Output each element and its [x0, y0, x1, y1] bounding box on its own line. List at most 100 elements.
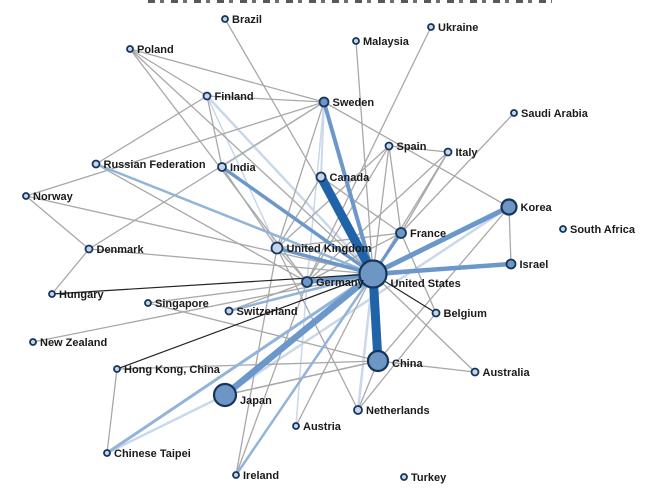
- edge-germany-switzerland: [228, 281, 308, 312]
- node-label-uk: United Kingdom: [287, 243, 372, 255]
- node-label-hungary: Hungary: [59, 289, 105, 301]
- node-australia: [470, 367, 480, 377]
- node-france: [395, 227, 407, 239]
- node-poland: [126, 45, 134, 53]
- edge-spain-italy: [388, 145, 449, 153]
- edge-korea-us: [371, 204, 511, 277]
- node-label-china: China: [392, 358, 423, 370]
- edge-russia-us: [95, 162, 374, 276]
- node-italy: [443, 147, 453, 157]
- node-chinese-taipei: [103, 449, 111, 457]
- edge-ireland-us: [234, 273, 375, 476]
- edge-denmark-us: [88, 248, 374, 275]
- edge-israel-us: [372, 261, 512, 277]
- edge-norway-denmark: [25, 195, 90, 250]
- node-label-switzerland: Switzerland: [237, 306, 298, 318]
- edge-sweden-uk: [276, 101, 325, 249]
- node-label-india: India: [230, 162, 257, 174]
- node-israel: [505, 258, 517, 270]
- edge-india-finland: [206, 95, 223, 168]
- node-label-malaysia: Malaysia: [363, 36, 410, 48]
- node-label-poland: Poland: [137, 44, 174, 56]
- node-russia: [91, 159, 101, 169]
- node-hong-kong: [113, 365, 121, 373]
- node-spain: [384, 141, 394, 151]
- edge-uk-netherlands: [276, 247, 359, 411]
- edge-us-new-zealand: [32, 273, 374, 343]
- node-singapore: [144, 299, 152, 307]
- node-label-new-zealand: New Zealand: [40, 337, 107, 349]
- edge-ireland-germany: [235, 281, 308, 476]
- node-korea: [500, 198, 518, 216]
- node-label-germany: Germany: [316, 277, 365, 289]
- node-saudi-arabia: [510, 109, 518, 117]
- edge-korea-sweden: [323, 101, 510, 208]
- edge-canada-uk: [276, 176, 322, 249]
- node-label-denmark: Denmark: [97, 244, 145, 256]
- edge-italy-france: [400, 151, 449, 234]
- edge-sweden-germany: [306, 101, 325, 283]
- edge-us-australia: [372, 273, 476, 373]
- edge-netherlands-belgium: [357, 312, 437, 411]
- node-ireland: [232, 471, 240, 479]
- node-finland: [202, 91, 212, 101]
- node-japan: [212, 382, 238, 408]
- node-switzerland: [224, 306, 234, 316]
- node-label-netherlands: Netherlands: [366, 405, 430, 417]
- node-label-france: France: [410, 228, 446, 240]
- node-label-italy: Italy: [456, 147, 479, 159]
- node-denmark: [84, 244, 94, 254]
- node-label-finland: Finland: [215, 91, 254, 103]
- node-label-spain: Spain: [397, 141, 427, 153]
- edge-france-uk: [276, 232, 402, 249]
- edge-india-us: [220, 165, 375, 276]
- node-netherlands: [353, 405, 363, 415]
- node-ukraine: [427, 23, 435, 31]
- node-label-australia: Australia: [483, 367, 531, 379]
- edge-denmark-hungary: [51, 248, 90, 295]
- node-south-africa: [559, 225, 567, 233]
- node-malaysia: [352, 37, 360, 45]
- edge-denmark-sweden: [88, 101, 325, 250]
- node-india: [217, 162, 227, 172]
- node-label-austria: Austria: [303, 421, 342, 433]
- edge-finland-us: [206, 95, 374, 275]
- edge-france-belgium: [400, 232, 437, 314]
- node-canada: [315, 171, 327, 183]
- node-label-sweden: Sweden: [333, 97, 375, 109]
- edge-china-hong-kong: [116, 360, 379, 370]
- node-label-korea: Korea: [521, 202, 553, 214]
- edge-spain-us: [372, 145, 390, 275]
- edge-germany-austria: [295, 281, 308, 427]
- node-belgium: [431, 308, 441, 318]
- edge-russia-finland: [95, 95, 208, 165]
- edge-india-uk: [221, 166, 278, 249]
- edge-uk-ireland: [235, 247, 278, 476]
- edge-sweden-us: [322, 101, 375, 275]
- edge-malaysia-us: [355, 40, 374, 275]
- edge-hungary-us: [51, 273, 374, 295]
- node-label-brazil: Brazil: [232, 14, 262, 26]
- edge-poland-finland: [129, 48, 208, 97]
- node-label-ireland: Ireland: [243, 470, 279, 482]
- edge-uk-germany: [276, 247, 308, 283]
- node-brazil: [221, 15, 229, 23]
- edge-uk-us: [276, 246, 374, 276]
- node-germany: [301, 276, 313, 288]
- edge-ukraine-germany: [306, 26, 432, 283]
- edge-korea-china: [377, 206, 510, 362]
- node-label-hong-kong: Hong Kong, China: [124, 364, 221, 376]
- edge-canada-us: [317, 174, 377, 277]
- node-new-zealand: [29, 338, 37, 346]
- node-label-singapore: Singapore: [155, 298, 209, 310]
- node-label-chinese-taipei: Chinese Taipei: [114, 448, 191, 460]
- edge-chinese-taipei-us: [106, 272, 374, 455]
- node-uk: [270, 241, 284, 255]
- edge-finland-sweden: [206, 95, 325, 103]
- edge-poland-us: [129, 48, 374, 275]
- edge-china-singapore: [147, 302, 379, 362]
- node-label-us: United States: [391, 278, 461, 290]
- node-label-norway: Norway: [33, 191, 74, 203]
